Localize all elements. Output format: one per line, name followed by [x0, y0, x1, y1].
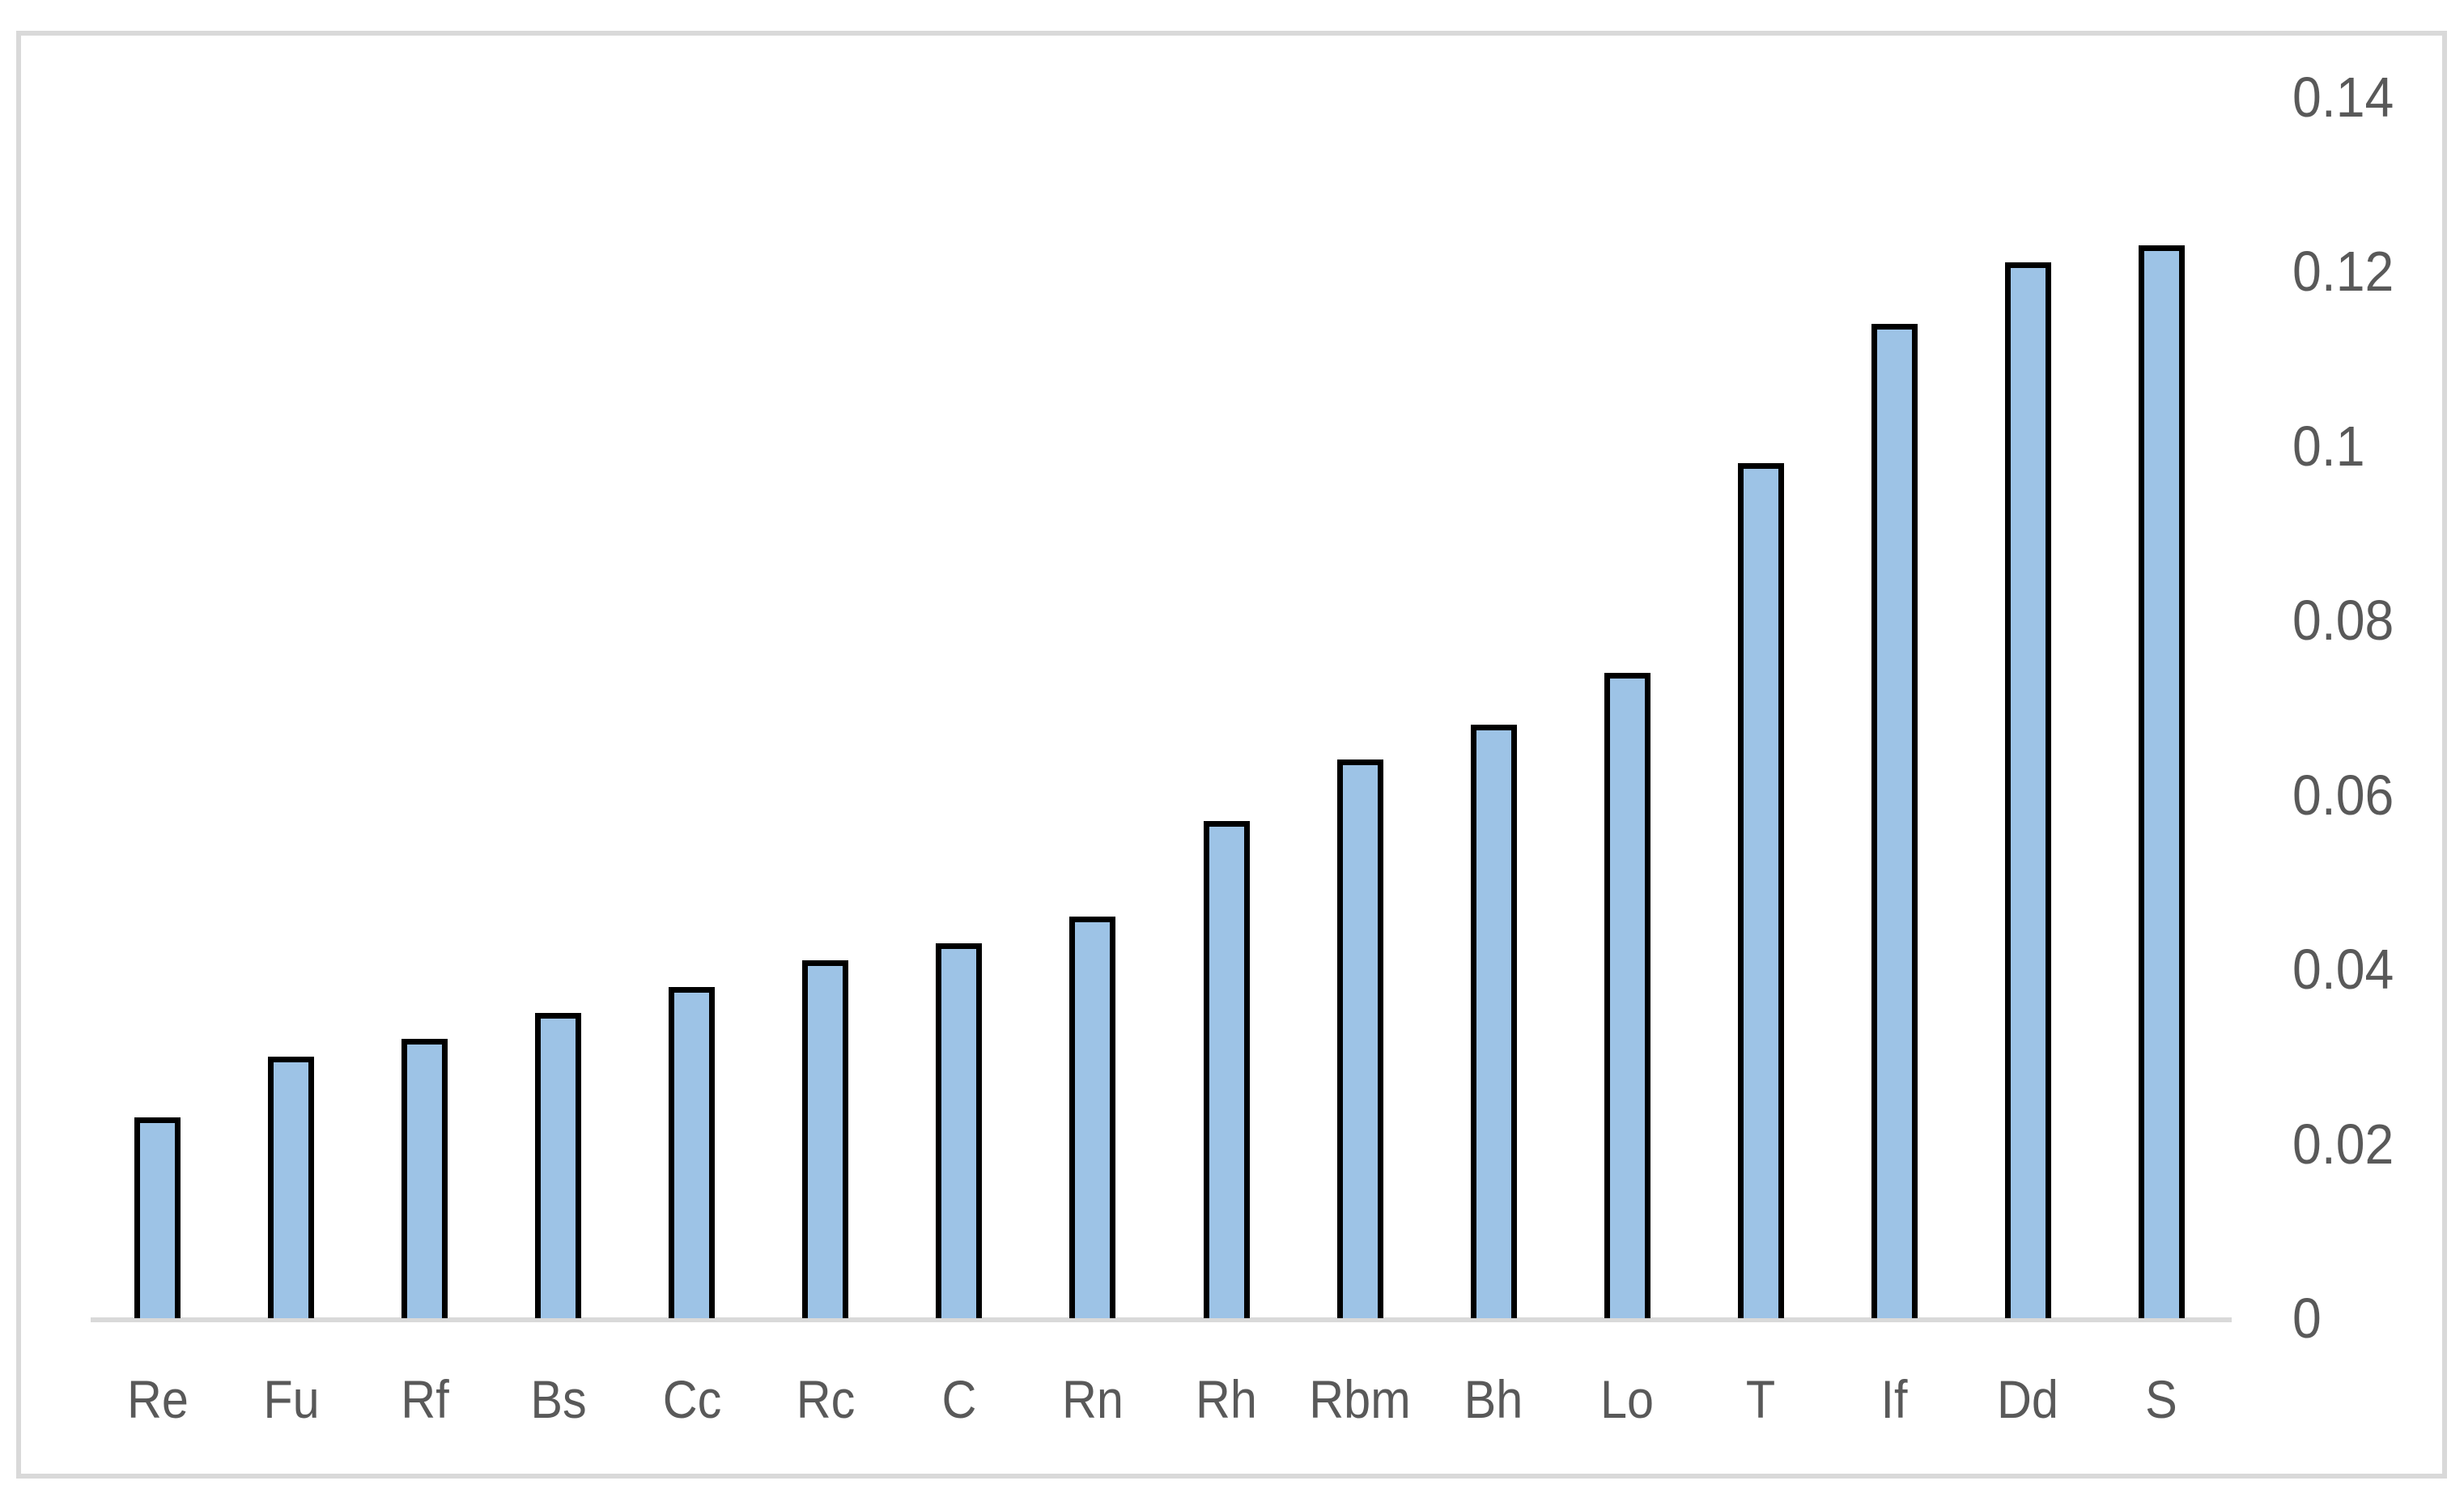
x-tick-label: Cc — [662, 1369, 722, 1429]
bar-Dd — [2005, 262, 2051, 1318]
bar-Bh — [1471, 725, 1517, 1318]
y-tick-label: 0.12 — [2292, 240, 2394, 303]
y-tick-label: 0.02 — [2292, 1113, 2394, 1176]
bar-S — [2139, 245, 2185, 1318]
x-tick-label: Rh — [1196, 1369, 1257, 1429]
x-tick-label: S — [2145, 1369, 2177, 1429]
x-axis-line — [91, 1317, 2232, 1322]
x-tick-label: Rbm — [1309, 1369, 1411, 1429]
x-tick-label: C — [941, 1369, 977, 1429]
bar-Cc — [669, 987, 715, 1318]
x-tick-label: Lo — [1599, 1369, 1655, 1429]
x-tick-label: Rc — [796, 1369, 856, 1429]
x-tick-label: Bs — [530, 1369, 587, 1429]
y-tick-label: 0.04 — [2292, 938, 2394, 1001]
bar-Lo — [1604, 673, 1650, 1318]
x-tick-label: Bh — [1464, 1369, 1523, 1429]
bar-C — [936, 943, 982, 1318]
x-tick-label: Rn — [1062, 1369, 1124, 1429]
x-tick-label: Dd — [1997, 1369, 2058, 1429]
x-tick-label: Re — [127, 1369, 189, 1429]
bar-Rh — [1204, 821, 1250, 1318]
bar-Re — [134, 1117, 181, 1318]
y-tick-label: 0.06 — [2292, 764, 2394, 827]
x-tick-label: If — [1880, 1369, 1908, 1429]
x-tick-label: Rf — [401, 1369, 449, 1429]
y-tick-label: 0.14 — [2292, 66, 2394, 129]
x-tick-label: Fu — [263, 1369, 320, 1429]
x-tick-label: T — [1745, 1369, 1776, 1429]
bar-If — [1871, 324, 1918, 1318]
bar-Rbm — [1337, 760, 1383, 1318]
bar-Bs — [535, 1013, 581, 1318]
y-tick-label: 0.1 — [2292, 415, 2365, 478]
chart-border-frame — [16, 31, 2447, 1479]
bar-Rn — [1069, 917, 1115, 1318]
y-tick-label: 0 — [2292, 1287, 2322, 1350]
bar-Rf — [401, 1039, 448, 1318]
y-tick-label: 0.08 — [2292, 589, 2394, 652]
bar-Fu — [268, 1057, 314, 1318]
bar-T — [1738, 463, 1784, 1318]
bar-Rc — [802, 960, 848, 1318]
